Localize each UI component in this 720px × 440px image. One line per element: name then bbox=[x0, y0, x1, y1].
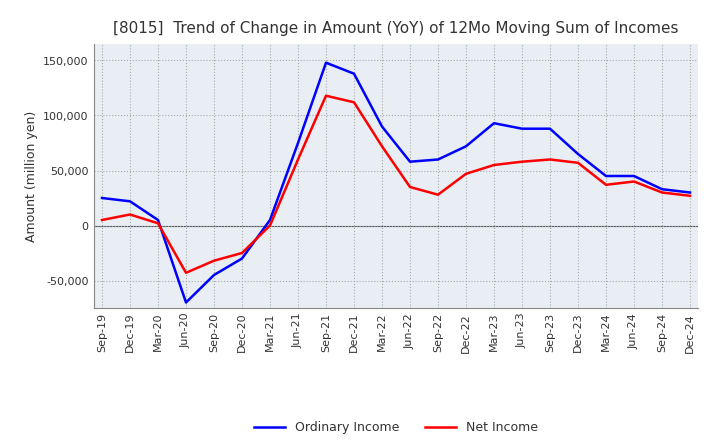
Ordinary Income bbox=[462, 143, 470, 149]
Y-axis label: Amount (million yen): Amount (million yen) bbox=[24, 110, 37, 242]
Line: Ordinary Income: Ordinary Income bbox=[102, 62, 690, 303]
Net Income bbox=[153, 221, 162, 226]
Net Income bbox=[490, 162, 498, 168]
Net Income bbox=[126, 212, 135, 217]
Net Income bbox=[210, 258, 218, 263]
Ordinary Income bbox=[630, 173, 639, 179]
Ordinary Income bbox=[405, 159, 414, 165]
Ordinary Income bbox=[266, 217, 274, 223]
Ordinary Income bbox=[350, 71, 359, 76]
Net Income bbox=[462, 171, 470, 176]
Ordinary Income bbox=[433, 157, 442, 162]
Net Income bbox=[685, 193, 694, 198]
Ordinary Income bbox=[238, 256, 246, 261]
Ordinary Income bbox=[490, 121, 498, 126]
Ordinary Income bbox=[153, 217, 162, 223]
Title: [8015]  Trend of Change in Amount (YoY) of 12Mo Moving Sum of Incomes: [8015] Trend of Change in Amount (YoY) o… bbox=[113, 21, 679, 36]
Legend: Ordinary Income, Net Income: Ordinary Income, Net Income bbox=[249, 416, 543, 439]
Net Income bbox=[574, 160, 582, 165]
Line: Net Income: Net Income bbox=[102, 95, 690, 273]
Ordinary Income bbox=[294, 140, 302, 146]
Ordinary Income bbox=[322, 60, 330, 65]
Net Income bbox=[181, 270, 190, 275]
Ordinary Income bbox=[574, 151, 582, 157]
Ordinary Income bbox=[378, 124, 387, 129]
Net Income bbox=[266, 223, 274, 228]
Net Income bbox=[322, 93, 330, 98]
Ordinary Income bbox=[98, 195, 107, 201]
Net Income bbox=[405, 184, 414, 190]
Ordinary Income bbox=[657, 187, 666, 192]
Ordinary Income bbox=[685, 190, 694, 195]
Net Income bbox=[657, 190, 666, 195]
Net Income bbox=[546, 157, 554, 162]
Net Income bbox=[602, 182, 611, 187]
Net Income bbox=[630, 179, 639, 184]
Net Income bbox=[98, 217, 107, 223]
Ordinary Income bbox=[126, 199, 135, 204]
Net Income bbox=[518, 159, 526, 165]
Ordinary Income bbox=[210, 272, 218, 278]
Net Income bbox=[294, 157, 302, 162]
Net Income bbox=[378, 143, 387, 149]
Ordinary Income bbox=[546, 126, 554, 131]
Net Income bbox=[238, 250, 246, 256]
Net Income bbox=[350, 99, 359, 105]
Ordinary Income bbox=[518, 126, 526, 131]
Net Income bbox=[433, 192, 442, 197]
Ordinary Income bbox=[602, 173, 611, 179]
Ordinary Income bbox=[181, 300, 190, 305]
